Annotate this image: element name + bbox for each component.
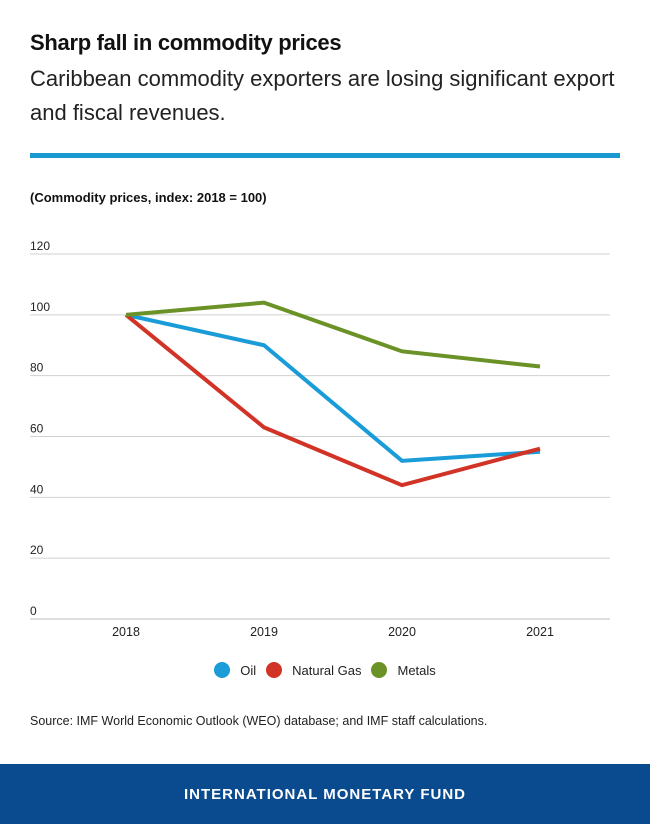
y-tick-label: 80	[30, 361, 44, 375]
y-tick-label: 0	[30, 604, 37, 618]
footer-logo-text: INTERNATIONAL MONETARY FUND	[184, 785, 466, 803]
accent-divider	[30, 153, 620, 158]
line-chart: 0 20 40 60 80 100 120 2018 2019 2020 2021	[30, 239, 610, 639]
x-axis-ticks: 2018 2019 2020 2021	[112, 625, 554, 639]
gridlines	[30, 253, 610, 620]
chart-subtitle: Caribbean commodity exporters are losing…	[30, 66, 615, 125]
legend-swatch-metals	[371, 662, 388, 678]
x-tick-label: 2021	[526, 625, 554, 639]
legend-item-oil[interactable]: Oil	[214, 662, 256, 678]
x-tick-label: 2019	[250, 625, 278, 639]
series-line-oil	[125, 312, 541, 463]
series-lines	[124, 300, 541, 488]
legend-swatch-oil	[214, 662, 231, 678]
series-line-metals	[125, 300, 541, 369]
x-tick-label: 2020	[388, 625, 416, 639]
series-line-natural-gas	[124, 313, 541, 488]
y-tick-label: 100	[30, 300, 50, 314]
source-note: Source: IMF World Economic Outlook (WEO)…	[30, 714, 488, 728]
x-tick-label: 2018	[112, 625, 140, 639]
legend-label-natural-gas: Natural Gas	[292, 662, 362, 678]
legend-label-metals: Metals	[397, 662, 436, 678]
chart-title: Sharp fall in commodity prices	[30, 30, 342, 55]
footer-banner: INTERNATIONAL MONETARY FUND	[0, 764, 650, 824]
y-tick-label: 120	[30, 239, 50, 253]
legend: Oil Natural Gas Metals	[0, 662, 650, 678]
legend-label-oil: Oil	[240, 662, 257, 678]
chart-unit-label: (Commodity prices, index: 2018 = 100)	[30, 190, 267, 205]
legend-item-metals[interactable]: Metals	[371, 662, 436, 678]
y-tick-label: 20	[30, 543, 44, 557]
legend-swatch-natural-gas	[266, 662, 283, 678]
y-axis-ticks: 0 20 40 60 80 100 120	[30, 239, 50, 618]
legend-item-natural-gas[interactable]: Natural Gas	[266, 662, 361, 678]
y-tick-label: 40	[30, 482, 44, 496]
y-tick-label: 60	[30, 422, 44, 436]
